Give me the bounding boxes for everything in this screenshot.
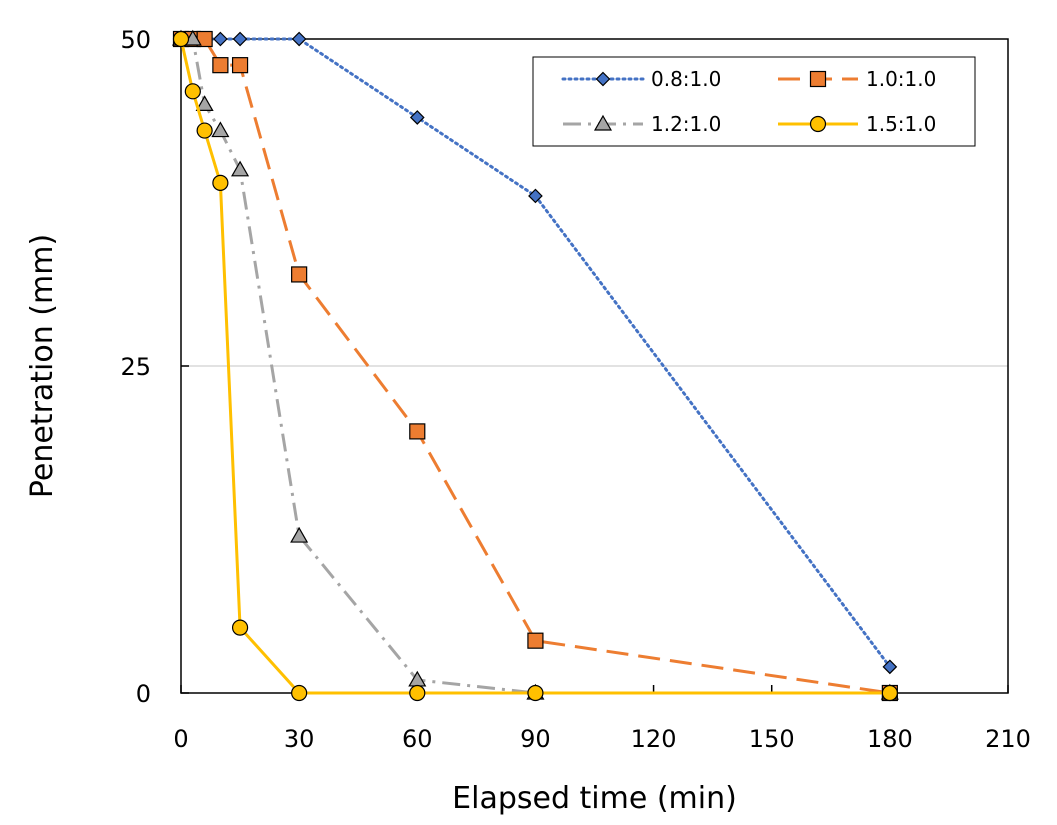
- data-point: [172, 30, 190, 48]
- y-tick-labels: 0 25 50: [120, 26, 151, 708]
- x-tick-labels: 0 30 60 90 120 150 180 210: [173, 725, 1031, 753]
- data-point: [881, 684, 898, 702]
- axis-ticks: [180, 38, 1009, 694]
- x-tick-label: 60: [402, 725, 433, 753]
- legend-label: 1.0:1.0: [866, 67, 936, 91]
- data-point: [184, 83, 201, 100]
- data-point: [409, 110, 425, 125]
- x-axis-title: Elapsed time (min): [452, 781, 737, 816]
- series-1-5-1-0: [172, 30, 898, 702]
- y-tick-label: 0: [136, 680, 151, 708]
- x-tick-label: 210: [985, 725, 1031, 753]
- legend-label: 1.2:1.0: [651, 112, 721, 136]
- data-point: [291, 31, 307, 47]
- legend-item: 1.5:1.0: [778, 112, 936, 136]
- data-point: [212, 57, 229, 74]
- series-layer: [171, 29, 899, 702]
- data-point: [231, 160, 250, 177]
- legend-marker: [595, 71, 611, 87]
- data-point: [195, 95, 214, 112]
- x-tick-label: 150: [749, 725, 795, 753]
- legend-label: 0.8:1.0: [651, 67, 721, 91]
- legend-box: [532, 56, 976, 147]
- y-tick-label: 50: [120, 26, 151, 54]
- legend-item: 0.8:1.0: [561, 67, 721, 91]
- legend-marker: [593, 114, 613, 131]
- x-tick-label: 30: [284, 725, 315, 753]
- legend-item: 1.0:1.0: [778, 67, 936, 91]
- legend-marker: [809, 115, 827, 133]
- y-axis-title: Penetration (mm): [25, 234, 60, 498]
- data-point: [196, 122, 213, 139]
- data-point: [882, 659, 898, 675]
- data-point: [290, 526, 309, 543]
- data-point: [212, 174, 229, 191]
- data-point: [409, 684, 426, 702]
- y-tick-label: 25: [120, 353, 151, 381]
- legend-label: 1.5:1.0: [866, 112, 936, 136]
- x-tick-label: 180: [867, 725, 913, 753]
- data-point: [213, 31, 228, 47]
- data-point: [231, 57, 249, 74]
- x-tick-label: 0: [173, 725, 188, 753]
- data-point: [528, 188, 543, 204]
- data-point: [527, 684, 544, 702]
- legend-item: 1.2:1.0: [563, 112, 721, 136]
- data-point: [231, 619, 249, 636]
- legend-marker: [809, 70, 827, 88]
- data-point: [409, 423, 426, 440]
- data-point: [291, 266, 308, 283]
- x-tick-label: 120: [631, 725, 677, 753]
- data-point: [211, 121, 230, 138]
- legend: 0.8:1.0 1.0:1.0 1.2:1.0 1.5:1.0: [532, 56, 976, 147]
- data-point: [527, 632, 544, 649]
- data-point: [291, 684, 308, 702]
- x-tick-label: 90: [520, 725, 551, 753]
- data-point: [232, 31, 248, 47]
